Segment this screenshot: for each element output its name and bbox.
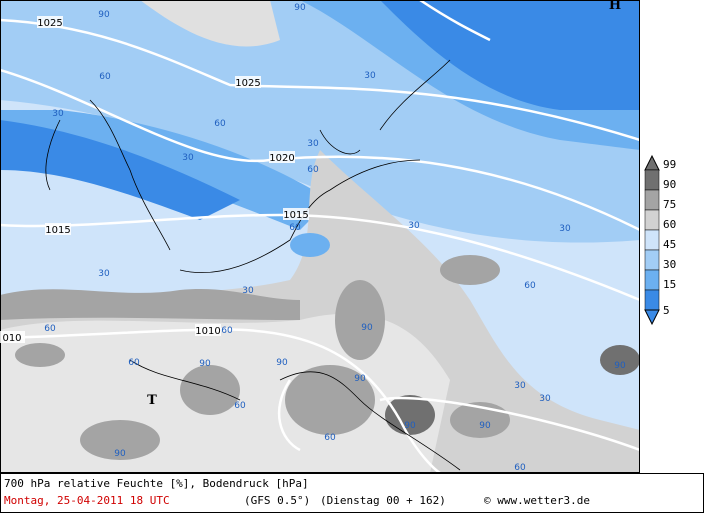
isobar-label-bg <box>45 223 71 235</box>
legend-arrow-top <box>644 154 660 171</box>
footer-title: 700 hPa relative Feuchte [%], Bodendruck… <box>4 477 309 490</box>
footer-credit: © www.wetter3.de <box>484 494 590 507</box>
legend-swatch <box>644 289 660 311</box>
humidity-label: 30 <box>514 381 526 391</box>
humidity-label: 90 <box>98 10 110 20</box>
humidity-label: 60 <box>307 165 319 175</box>
humidity-label: 90 <box>361 323 373 333</box>
humidity-label: 60 <box>128 358 140 368</box>
humidity-label: 90 <box>199 359 211 369</box>
humidity-label: 90 <box>404 421 416 431</box>
map-frame <box>0 0 640 473</box>
humidity-label: 60 <box>221 326 233 336</box>
isobar-label: 1010 <box>195 326 220 337</box>
isobar-label-bg <box>283 208 309 220</box>
humidity-label: 30 <box>307 139 319 149</box>
humidity-label: 60 <box>44 324 56 334</box>
legend-level: 90 <box>663 178 676 191</box>
legend-swatch <box>644 229 660 251</box>
legend-swatch <box>644 269 660 291</box>
legend-swatch <box>644 169 660 191</box>
map-labels: 1025 1025 1020 1015 1015 1010 010 H T 90 90 30 60 30 6… <box>0 0 626 473</box>
pressure-center: T <box>147 393 157 408</box>
humidity-label: 90 <box>614 361 626 371</box>
legend-swatch <box>644 189 660 211</box>
humidity-label: 30 <box>364 71 376 81</box>
isobar-label: 1015 <box>283 210 308 221</box>
humidity-label: 30 <box>559 224 571 234</box>
isobar-label-bg <box>235 76 261 88</box>
legend-level: 45 <box>663 238 676 251</box>
legend-level: 15 <box>663 278 676 291</box>
humidity-label: 30 <box>52 109 64 119</box>
legend-swatch <box>644 209 660 231</box>
pressure-center: H <box>609 0 621 13</box>
humidity-label: 60 <box>524 281 536 291</box>
humidity-label: 30 <box>182 153 194 163</box>
humidity-label: 60 <box>289 223 301 233</box>
humidity-label: 90 <box>276 358 288 368</box>
legend-level: 99 <box>663 158 676 171</box>
humidity-label: 60 <box>514 463 526 473</box>
humidity-label: 60 <box>234 401 246 411</box>
humidity-label: 30 <box>539 394 551 404</box>
isobar-label-bg <box>37 16 63 28</box>
isobar-label-bg <box>269 151 295 163</box>
legend-level: 30 <box>663 258 676 271</box>
legend-level: 75 <box>663 198 676 211</box>
humidity-label: 90 <box>354 374 366 384</box>
humidity-label: 60 <box>214 119 226 129</box>
coastlines <box>45 59 461 471</box>
humidity-label: 60 <box>324 433 336 443</box>
humidity-label: 90 <box>479 421 491 431</box>
legend: 99 90 75 60 45 30 15 5 <box>644 154 676 326</box>
isobar-label: 010 <box>2 333 21 344</box>
humidity-label: 30 <box>98 269 110 279</box>
isobar-label: 1025 <box>37 18 62 29</box>
footer-run: (Dienstag 00 + 162) <box>320 494 446 507</box>
isobar-label: 1025 <box>235 78 260 89</box>
map-field <box>0 0 640 473</box>
legend-swatch <box>644 249 660 271</box>
humidity-label: 30 <box>408 221 420 231</box>
humidity-label: 60 <box>99 72 111 82</box>
isobar-label-bg <box>0 331 25 343</box>
footer-date: Montag, 25-04-2011 18 UTC <box>4 494 170 507</box>
isobar-label-bg <box>195 324 221 336</box>
isobar-label: 1015 <box>45 225 70 236</box>
humidity-label: 90 <box>114 449 126 459</box>
legend-level: 5 <box>663 304 670 317</box>
humidity-label: 90 <box>294 3 306 13</box>
humidity-label: 30 <box>242 286 254 296</box>
legend-level: 60 <box>663 218 676 231</box>
isobar-label: 1020 <box>269 153 294 164</box>
legend-arrow-bottom <box>644 309 660 326</box>
footer-model: (GFS 0.5°) <box>244 494 310 507</box>
